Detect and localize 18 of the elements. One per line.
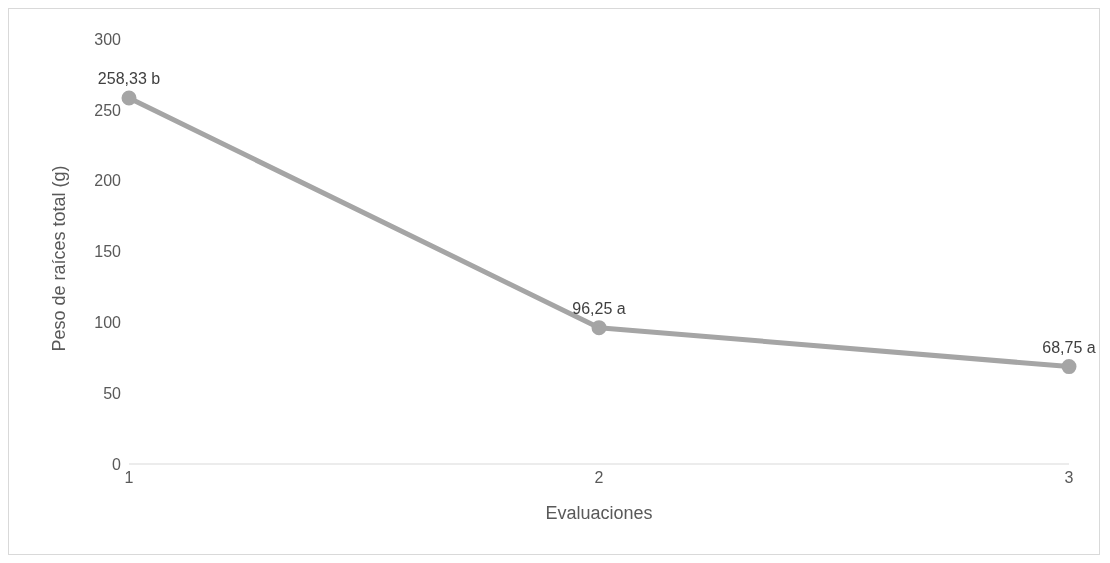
y-tick-label: 100 — [94, 314, 122, 332]
y-tick-label: 0 — [112, 455, 122, 473]
x-tick-label: 2 — [594, 469, 604, 487]
y-tick-label: 250 — [94, 101, 122, 119]
data-label: 96,25 a — [572, 299, 626, 317]
y-tick-label: 150 — [94, 243, 122, 261]
point — [1061, 359, 1077, 375]
point — [121, 90, 137, 106]
y-axis-title: Peso de raíces total (g) — [49, 165, 70, 352]
y-tick-label: 200 — [94, 172, 122, 190]
y-tick-label: 50 — [103, 384, 122, 402]
data-label: 258,33 b — [97, 70, 161, 88]
x-tick-label: 3 — [1064, 469, 1074, 487]
point — [591, 320, 607, 336]
data-label: 68,75 a — [1042, 338, 1096, 356]
x-tick-label: 1 — [124, 469, 134, 487]
y-tick-label: 300 — [94, 30, 122, 48]
x-axis-title: Evaluaciones — [545, 503, 653, 523]
